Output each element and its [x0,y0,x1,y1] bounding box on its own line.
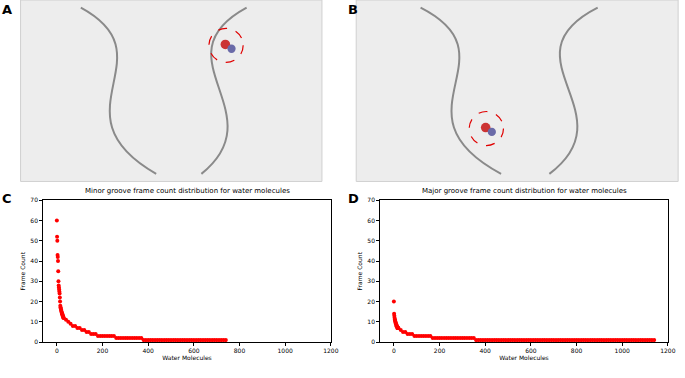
svg-text:0: 0 [392,347,396,354]
svg-text:1200: 1200 [323,347,338,354]
svg-text:70: 70 [367,196,375,203]
svg-text:40: 40 [367,257,375,264]
svg-text:1000: 1000 [278,347,293,354]
svg-text:0: 0 [55,347,59,354]
svg-text:20: 20 [30,298,38,305]
svg-text:800: 800 [571,347,583,354]
svg-text:30: 30 [30,277,38,284]
svg-text:0: 0 [34,338,38,345]
svg-text:60: 60 [30,217,38,224]
svg-text:200: 200 [97,347,109,354]
svg-text:D: D [348,191,359,206]
svg-text:600: 600 [188,347,200,354]
svg-text:800: 800 [234,347,246,354]
svg-text:Minor groove frame count distr: Minor groove frame count distribution fo… [85,187,290,195]
svg-text:400: 400 [142,347,154,354]
svg-text:Water Molecules: Water Molecules [499,354,548,361]
svg-text:30: 30 [367,277,375,284]
svg-text:600: 600 [525,347,537,354]
svg-text:70: 70 [30,196,38,203]
svg-text:Frame Count: Frame Count [356,251,363,290]
svg-text:B: B [348,2,358,17]
svg-text:Frame Count: Frame Count [19,251,26,290]
svg-text:20: 20 [367,298,375,305]
svg-text:1200: 1200 [660,347,675,354]
svg-text:A: A [2,2,12,17]
svg-text:10: 10 [367,318,375,325]
svg-text:Water Molecules: Water Molecules [162,354,211,361]
svg-text:40: 40 [30,257,38,264]
svg-text:1000: 1000 [615,347,630,354]
svg-text:10: 10 [30,318,38,325]
svg-text:50: 50 [367,237,375,244]
svg-text:50: 50 [30,237,38,244]
svg-text:400: 400 [479,347,491,354]
svg-text:C: C [2,191,12,206]
svg-text:60: 60 [367,217,375,224]
svg-text:Major groove frame count distr: Major groove frame count distribution fo… [422,187,627,195]
svg-text:0: 0 [371,338,375,345]
svg-text:200: 200 [434,347,446,354]
